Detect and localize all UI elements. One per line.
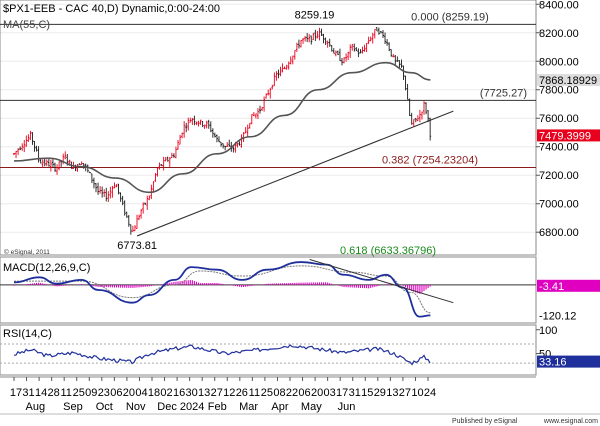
date-tick-label: 29 (374, 387, 386, 399)
footer-site: www.esignal.com (543, 418, 598, 425)
macd-last-value-bg (537, 279, 600, 292)
level-label: (7725.27) (480, 87, 527, 99)
month-label: May (301, 401, 322, 413)
date-tick-label: 17 (336, 387, 348, 399)
date-tick-label: 12 (223, 387, 235, 399)
price-tick-label: 6800.00 (539, 227, 579, 239)
date-tick-label: 11 (249, 387, 260, 399)
price-tick-label: 7400.00 (539, 142, 579, 154)
footer-published: Published by eSignal (452, 418, 518, 425)
price-tick-label: 7000.00 (539, 199, 579, 211)
date-tick-label: 16 (173, 387, 185, 399)
macd-line (13, 261, 431, 318)
fib-618-label: 0.618 (6633.36796) (340, 245, 436, 257)
date-tick-label: 26 (236, 387, 248, 399)
date-tick-label: 24 (424, 387, 436, 399)
month-label: Nov (126, 401, 146, 413)
price-panel: 6800.00 7000.00 7200.00 7400.00 7600.00 7800.… (0, 0, 600, 257)
price-tick-label: 8400.00 (539, 0, 579, 11)
date-tick-label: 13 (386, 387, 398, 399)
macd-trendline (309, 259, 454, 304)
macd-last-value: -120.12 (539, 310, 576, 322)
rsi-last-value: 33.16 (539, 357, 567, 369)
price-tick-label: 7800.00 (539, 85, 579, 97)
macd-last-value-tags: -3.41 -120.12 (537, 279, 600, 322)
month-label: Aug (26, 401, 46, 413)
price-last-value: 7868.18929 (539, 75, 597, 87)
date-tick-label: 04 (135, 387, 147, 399)
price-annotation: 8259.19 (295, 9, 335, 21)
date-tick-label: 09 (85, 387, 97, 399)
month-label: Jun (338, 401, 356, 413)
rsi-last-value-bg (537, 355, 600, 368)
level-label: 0.382 (7254.23204) (382, 154, 478, 166)
date-tick-label: 25 (261, 387, 273, 399)
price-tick-label: 8000.00 (539, 56, 579, 68)
macd-title: MACD(12,26,9,C) (3, 262, 90, 274)
price-tick-label: 8200.00 (539, 28, 579, 40)
rsi-title: RSI(14,C) (3, 328, 52, 340)
date-tick-label: 23 (98, 387, 110, 399)
month-label: 2024 (180, 401, 204, 413)
month-label: Oct (96, 401, 113, 413)
date-tick-label: 03 (324, 387, 336, 399)
date-tick-label: 20 (311, 387, 323, 399)
month-label: Mar (239, 401, 258, 413)
price-tick-label: 7600.00 (539, 113, 579, 125)
date-tick-label: 31 (349, 387, 361, 399)
month-label: Feb (208, 401, 227, 413)
date-tick-label: 10 (411, 387, 423, 399)
month-label: Sep (63, 401, 83, 413)
date-axis: 17 31 14 28 11 25 09 23 06 20 04 18 02 16 30 13 27 12 26 11… (0, 376, 536, 413)
date-tick-label: 08 (273, 387, 285, 399)
ma55-line (13, 61, 431, 194)
level-label: 0.000 (8259.19) (411, 11, 489, 23)
date-tick-label: 25 (73, 387, 85, 399)
date-tick-label: 11 (60, 387, 71, 399)
price-last-value-bg (537, 129, 600, 142)
date-tick-label: 17 (10, 387, 22, 399)
date-tick-label: 18 (148, 387, 160, 399)
support-trendline (136, 110, 454, 237)
price-axis-ticks: 6800.00 7000.00 7200.00 7400.00 7600.00 7800.… (536, 0, 579, 239)
watermark: © eSignal, 2011 (4, 248, 50, 256)
price-annotation: 6773.81 (117, 240, 157, 252)
price-last-value: 7479.3999 (539, 130, 591, 142)
date-tick-label: 02 (160, 387, 172, 399)
rsi-line (13, 344, 431, 366)
trendline (136, 110, 454, 237)
ma-indicator-label: MA(55,C) (3, 19, 50, 31)
chart-title: $PX1-EEB - CAC 40,D) Dynamic,0:00-24:00 (3, 3, 220, 15)
date-tick-label: 27 (211, 387, 223, 399)
rsi-tick-label: 100 (539, 325, 557, 337)
date-tick-label: 30 (186, 387, 198, 399)
date-tick-label: 27 (399, 387, 411, 399)
price-tick-label: 7200.00 (539, 170, 579, 182)
macd-series (0, 259, 536, 318)
price-last-value-tags: 7868.18929 7479.3999 (537, 74, 600, 142)
date-tick-label: 22 (286, 387, 298, 399)
date-tick-label: 06 (110, 387, 122, 399)
macd-last-value-bg (537, 309, 600, 322)
date-tick-label: 31 (22, 387, 34, 399)
month-label: Apr (271, 401, 288, 413)
date-tick-label: 28 (48, 387, 60, 399)
rsi-series (0, 343, 536, 366)
macd-panel: MACD(12,26,9,C) -3.41 -120.12 (0, 256, 600, 324)
date-tick-label: 15 (361, 387, 373, 399)
date-tick-label: 13 (198, 387, 210, 399)
rsi-last-value-tags: 33.16 (537, 355, 600, 369)
price-annotations: 8259.19 6773.81 (117, 9, 334, 252)
macd-last-value: -3.41 (539, 281, 564, 293)
date-tick-label: 06 (298, 387, 310, 399)
month-label: Dec (157, 401, 177, 413)
date-tick-label: 20 (123, 387, 135, 399)
price-last-value-bg (537, 74, 600, 87)
date-tick-label: 14 (35, 387, 47, 399)
